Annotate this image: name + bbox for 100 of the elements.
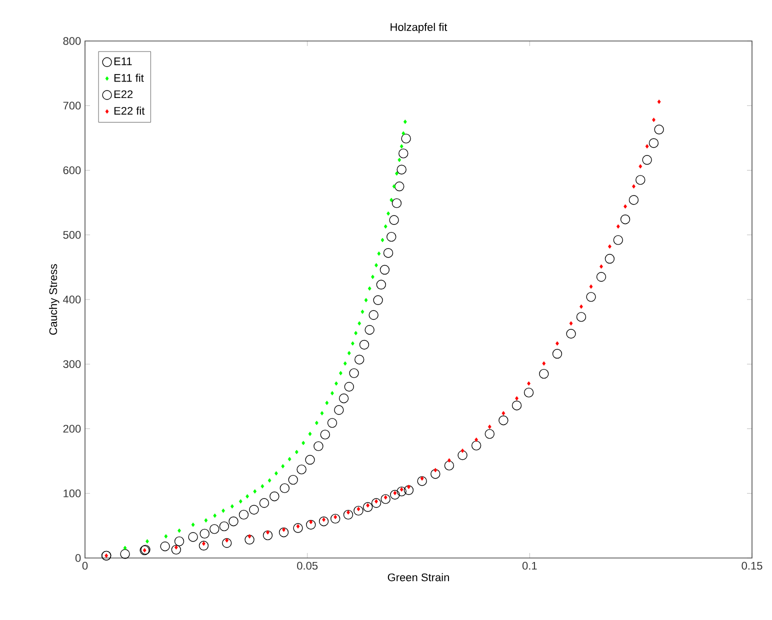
point — [604, 254, 615, 264]
point — [600, 264, 603, 269]
point — [569, 321, 573, 326]
point — [642, 155, 652, 165]
point — [338, 370, 342, 376]
point — [380, 264, 390, 275]
point — [474, 438, 478, 442]
point — [636, 175, 646, 185]
point — [288, 456, 292, 462]
point — [171, 544, 182, 555]
point — [396, 164, 406, 174]
point — [471, 440, 482, 450]
point — [360, 310, 364, 314]
point — [358, 321, 362, 326]
point — [374, 263, 378, 268]
point — [524, 388, 534, 398]
point — [624, 204, 627, 209]
point — [260, 484, 264, 488]
point — [407, 484, 410, 490]
point — [198, 540, 209, 551]
point — [343, 361, 347, 366]
point — [248, 534, 252, 539]
point — [380, 238, 384, 242]
chart-title: Holzapfel fit — [390, 22, 448, 34]
point — [268, 478, 272, 483]
point — [344, 382, 354, 392]
y-tick-label: 200 — [63, 424, 81, 433]
point — [318, 516, 329, 526]
point — [638, 164, 642, 169]
point — [364, 298, 368, 302]
point — [373, 295, 383, 305]
point — [302, 440, 306, 446]
point — [296, 464, 306, 474]
point — [402, 131, 406, 136]
point — [262, 530, 273, 540]
y-tick-label: 0 — [75, 554, 81, 562]
legend-label: E11 — [114, 58, 132, 66]
point — [527, 381, 530, 386]
point — [338, 394, 349, 404]
point — [330, 514, 340, 524]
point — [294, 450, 298, 454]
point — [392, 198, 402, 208]
point — [539, 368, 549, 379]
point — [354, 354, 364, 364]
point — [586, 292, 596, 302]
point — [280, 483, 290, 494]
point — [458, 450, 468, 460]
y-tick-label: 300 — [63, 360, 81, 368]
point — [334, 405, 344, 415]
point — [120, 549, 130, 559]
point — [200, 528, 210, 539]
point — [552, 348, 562, 359]
point — [389, 215, 399, 225]
point — [371, 498, 382, 508]
point — [400, 144, 404, 149]
point — [246, 494, 250, 499]
point — [213, 513, 217, 518]
point — [146, 539, 149, 544]
point — [608, 244, 612, 249]
y-tick-label: 600 — [63, 166, 81, 174]
x-axis-title: Green Strain — [388, 573, 449, 582]
point — [376, 280, 386, 290]
point — [386, 232, 396, 242]
point — [222, 508, 225, 513]
x-tick-label: 0 — [82, 562, 88, 570]
point — [238, 499, 242, 504]
point — [657, 100, 661, 104]
point — [309, 520, 313, 524]
y-tick-label: 400 — [63, 296, 81, 304]
point — [484, 429, 494, 439]
point — [259, 498, 270, 508]
point — [266, 530, 270, 535]
point — [178, 528, 181, 533]
point — [305, 454, 315, 465]
point — [164, 534, 168, 539]
point — [417, 476, 427, 486]
point — [160, 542, 170, 552]
y-tick-label: 800 — [63, 37, 81, 45]
point — [230, 504, 234, 509]
point — [403, 120, 407, 124]
point — [395, 171, 398, 176]
point — [645, 144, 649, 149]
point — [434, 468, 438, 472]
point — [253, 489, 257, 494]
point — [364, 325, 374, 335]
legend-label: E11 fit — [114, 74, 144, 82]
point — [325, 400, 329, 406]
point — [383, 248, 394, 258]
point — [222, 538, 232, 548]
point — [404, 485, 414, 495]
point — [188, 532, 198, 542]
y-tick-label: 100 — [64, 489, 81, 498]
point — [327, 418, 338, 428]
point — [390, 490, 400, 500]
point — [380, 494, 390, 504]
point — [401, 134, 411, 144]
point — [447, 458, 451, 463]
x-tick-label: 0.1 — [522, 562, 537, 570]
point — [362, 502, 373, 512]
point — [512, 400, 522, 410]
